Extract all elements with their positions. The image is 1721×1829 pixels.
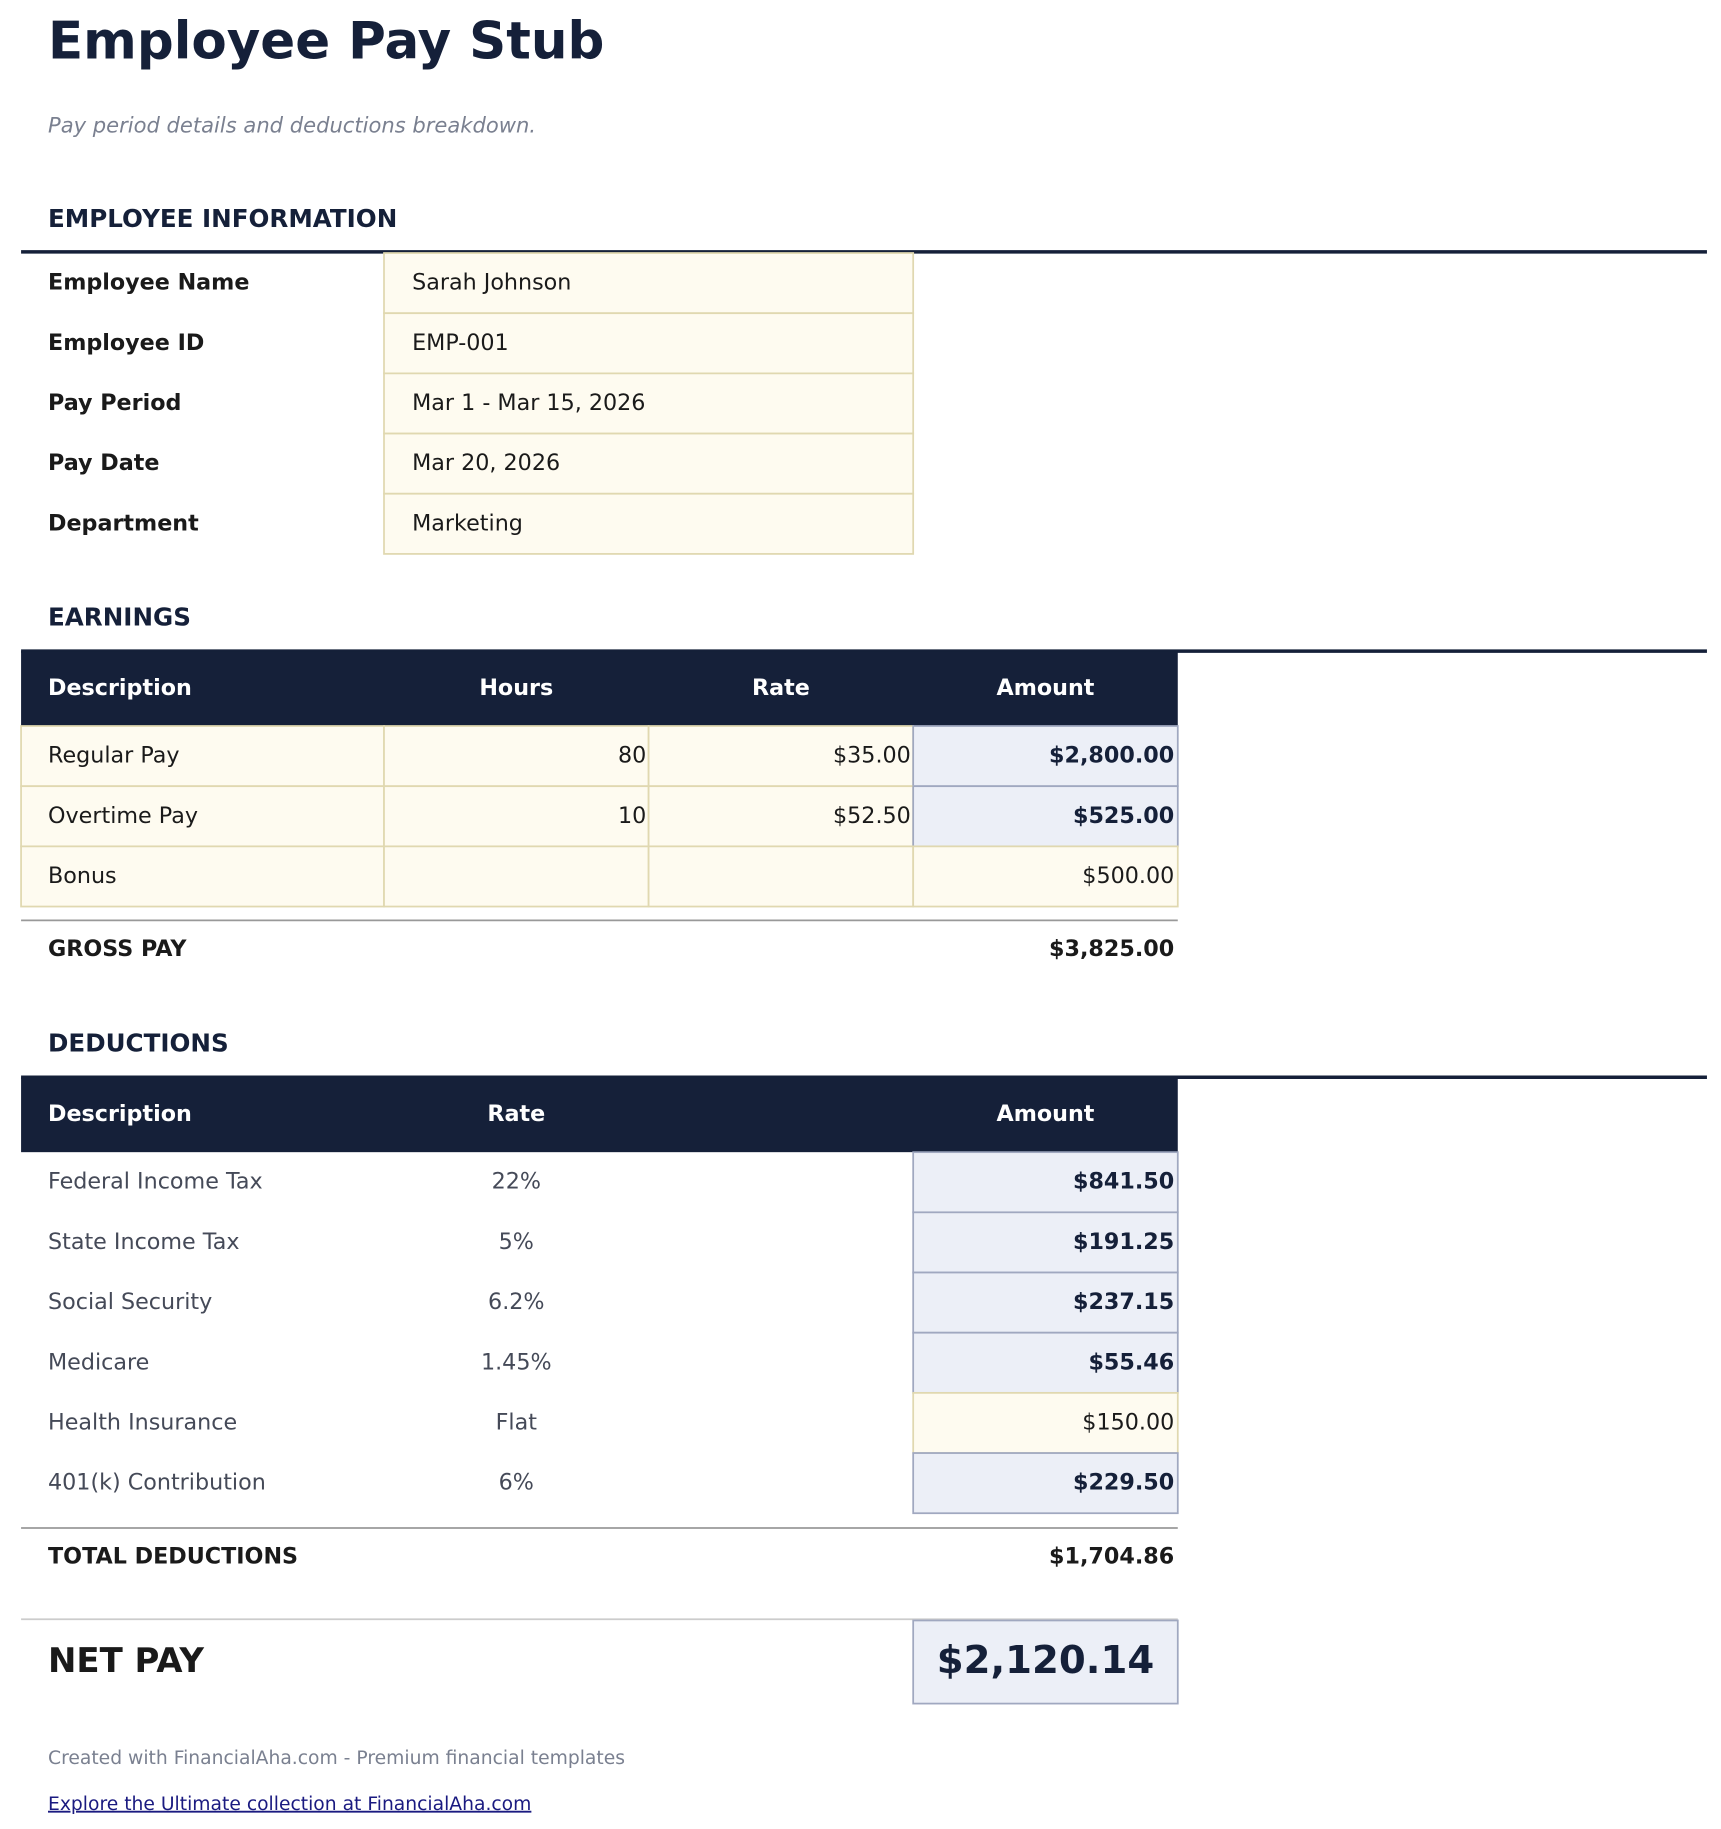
info-value: EMP-001 bbox=[412, 330, 509, 356]
column-header: Description bbox=[48, 675, 192, 701]
cell bbox=[383, 785, 650, 848]
table-header bbox=[21, 651, 1178, 727]
cell bbox=[20, 785, 385, 848]
total-amount: $1,704.86 bbox=[1049, 1544, 1174, 1570]
info-label: Pay Period bbox=[48, 390, 181, 416]
info-label: Pay Date bbox=[48, 450, 159, 476]
info-label: Department bbox=[48, 510, 199, 536]
rate: 1.45% bbox=[481, 1349, 552, 1375]
column-header: Amount bbox=[997, 1101, 1095, 1127]
description: Health Insurance bbox=[48, 1409, 237, 1435]
amount-cell bbox=[912, 1452, 1179, 1515]
column-header: Rate bbox=[752, 675, 810, 701]
column-header: Description bbox=[48, 1101, 192, 1127]
amount-cell bbox=[912, 1211, 1179, 1274]
amount: $841.50 bbox=[1073, 1169, 1174, 1195]
value-cell bbox=[383, 492, 915, 555]
value-cell bbox=[383, 312, 915, 375]
cell bbox=[383, 725, 650, 788]
rate: $35.00 bbox=[833, 743, 911, 769]
total-amount: $3,825.00 bbox=[1049, 936, 1174, 962]
info-value: Marketing bbox=[412, 510, 523, 536]
total-label: GROSS PAY bbox=[48, 936, 187, 962]
amount: $237.15 bbox=[1073, 1289, 1174, 1315]
rate: $52.50 bbox=[833, 803, 911, 829]
hours: 10 bbox=[618, 803, 646, 829]
description: Federal Income Tax bbox=[48, 1169, 263, 1195]
description: Regular Pay bbox=[48, 743, 180, 769]
title: Employee Pay Stub bbox=[48, 12, 604, 72]
rate: Flat bbox=[496, 1409, 538, 1435]
section-heading: EARNINGS bbox=[48, 602, 191, 631]
description: 401(k) Contribution bbox=[48, 1470, 266, 1496]
description: Social Security bbox=[48, 1289, 212, 1315]
description: Medicare bbox=[48, 1349, 149, 1375]
column-header: Hours bbox=[479, 675, 553, 701]
info-label: Employee ID bbox=[48, 330, 204, 356]
amount: $55.46 bbox=[1088, 1349, 1174, 1375]
amount-cell bbox=[912, 845, 1179, 908]
info-value: Sarah Johnson bbox=[412, 270, 571, 296]
amount-cell bbox=[912, 1391, 1179, 1454]
table-header bbox=[21, 1077, 1178, 1153]
section-heading: DEDUCTIONS bbox=[48, 1028, 229, 1057]
info-value: Mar 20, 2026 bbox=[412, 450, 560, 476]
description: State Income Tax bbox=[48, 1229, 240, 1255]
cell bbox=[383, 845, 650, 908]
value-cell bbox=[383, 432, 915, 495]
cell bbox=[647, 845, 915, 908]
rate: 22% bbox=[492, 1169, 541, 1195]
cell bbox=[20, 725, 385, 788]
amount: $525.00 bbox=[1073, 803, 1174, 829]
amount-cell bbox=[912, 1271, 1179, 1334]
description: Overtime Pay bbox=[48, 803, 198, 829]
info-label: Employee Name bbox=[48, 270, 249, 296]
description: Bonus bbox=[48, 863, 117, 889]
column-header: Rate bbox=[487, 1101, 545, 1127]
amount: $229.50 bbox=[1073, 1470, 1174, 1496]
section-heading: EMPLOYEE INFORMATION bbox=[48, 204, 397, 233]
rate: 6% bbox=[499, 1470, 534, 1496]
net-amount: $2,120.14 bbox=[937, 1638, 1154, 1683]
column-header: Amount bbox=[997, 675, 1095, 701]
footer-link[interactable]: Explore the Ultimate collection at Finan… bbox=[48, 1794, 531, 1815]
footer-credit: Created with FinancialAha.com - Premium … bbox=[48, 1748, 625, 1769]
amount: $500.00 bbox=[1082, 863, 1174, 889]
amount: $2,800.00 bbox=[1049, 743, 1174, 769]
amount-cell bbox=[912, 785, 1179, 848]
amount-cell bbox=[912, 1151, 1179, 1214]
cell bbox=[647, 725, 915, 788]
net-box bbox=[912, 1619, 1179, 1705]
total-label: TOTAL DEDUCTIONS bbox=[48, 1544, 298, 1570]
amount-cell bbox=[912, 725, 1179, 788]
rate: 5% bbox=[499, 1229, 534, 1255]
net-label: NET PAY bbox=[48, 1641, 204, 1681]
hours: 80 bbox=[618, 743, 646, 769]
info-value: Mar 1 - Mar 15, 2026 bbox=[412, 390, 645, 416]
rate: 6.2% bbox=[488, 1289, 545, 1315]
subtitle: Pay period details and deductions breakd… bbox=[48, 113, 536, 138]
amount: $150.00 bbox=[1082, 1409, 1174, 1435]
amount: $191.25 bbox=[1073, 1229, 1174, 1255]
